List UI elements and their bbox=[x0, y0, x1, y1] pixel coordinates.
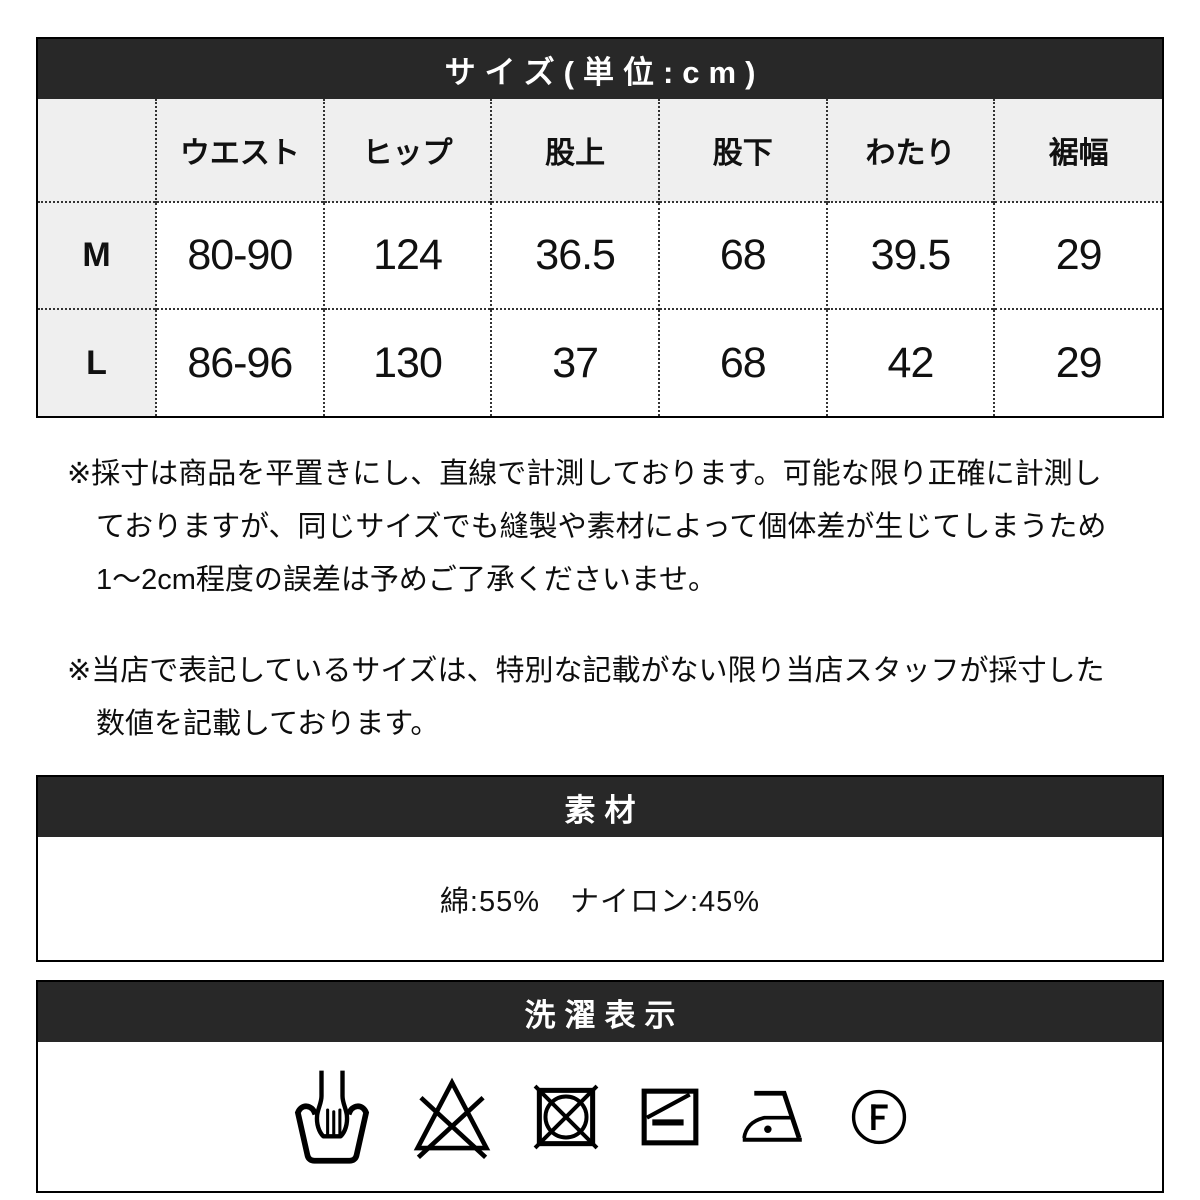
size-table-corner-cell bbox=[38, 99, 156, 202]
cell-l-hem: 29 bbox=[993, 308, 1162, 416]
note-staff-measured: ※当店で表記しているサイズは、特別な記載がない限り当店スタッフが採寸した 数値を… bbox=[67, 645, 1164, 751]
size-table: ウエスト ヒップ 股上 股下 わたり 裾幅 M 80-90 124 36.5 6… bbox=[38, 99, 1162, 416]
material-section-title: 素材 bbox=[38, 777, 1162, 837]
size-section: サイズ(単位:cm) ウエスト ヒップ 股上 股下 わたり 裾幅 M 80-90 bbox=[36, 37, 1164, 418]
measurement-notes: ※採寸は商品を平置きにし、直線で計測しております。可能な限り正確に計測し ており… bbox=[67, 448, 1164, 751]
laundry-section-title: 洗濯表示 bbox=[38, 982, 1162, 1042]
dry-clean-petroleum-icon bbox=[848, 1086, 910, 1148]
do-not-tumble-dry-icon bbox=[530, 1081, 602, 1153]
note-line: ておりますが、同じサイズでも縫製や素材によって個体差が生じてしまうため bbox=[96, 511, 1107, 543]
cell-m-hem: 29 bbox=[993, 201, 1162, 309]
note-line: 数値を記載しております。 bbox=[96, 708, 440, 740]
table-row-size-m: M 80-90 124 36.5 68 39.5 29 bbox=[38, 201, 1162, 309]
cell-l-inseam: 68 bbox=[657, 308, 827, 416]
cell-l-thigh: 42 bbox=[825, 308, 995, 416]
cell-m-waist: 80-90 bbox=[155, 201, 324, 309]
material-composition: 綿:55% ナイロン:45% bbox=[439, 885, 761, 918]
note-measurement-method: ※採寸は商品を平置きにし、直線で計測しております。可能な限り正確に計測し ており… bbox=[67, 448, 1164, 607]
size-section-title: サイズ(単位:cm) bbox=[38, 39, 1162, 99]
table-row-size-l: L 86-96 130 37 68 42 29 bbox=[38, 308, 1162, 416]
material-section: 素材 綿:55% ナイロン:45% bbox=[36, 775, 1164, 962]
hand-wash-icon bbox=[290, 1068, 374, 1166]
row-label-m: M bbox=[38, 201, 156, 309]
column-header-hem: 裾幅 bbox=[993, 99, 1162, 202]
column-header-thigh: わたり bbox=[825, 99, 995, 202]
cell-m-inseam: 68 bbox=[657, 201, 827, 309]
note-line: ※当店で表記しているサイズは、特別な記載がない限り当店スタッフが採寸した bbox=[67, 655, 1105, 687]
do-not-bleach-icon bbox=[408, 1075, 496, 1159]
cell-m-rise: 36.5 bbox=[490, 201, 659, 309]
column-header-inseam: 股下 bbox=[657, 99, 827, 202]
cell-l-rise: 37 bbox=[490, 308, 659, 416]
laundry-icons-row bbox=[38, 1042, 1162, 1191]
laundry-section: 洗濯表示 bbox=[36, 980, 1164, 1193]
note-line: 1〜2cm程度の誤差は予めご了承くださいませ。 bbox=[96, 564, 718, 596]
dry-flat-in-shade-icon bbox=[636, 1083, 704, 1151]
size-table-header-row: ウエスト ヒップ 股上 股下 わたり 裾幅 bbox=[38, 99, 1162, 202]
cell-m-thigh: 39.5 bbox=[825, 201, 995, 309]
column-header-rise: 股上 bbox=[490, 99, 659, 202]
cell-l-waist: 86-96 bbox=[155, 308, 324, 416]
column-header-hip: ヒップ bbox=[322, 99, 492, 202]
cell-m-hip: 124 bbox=[322, 201, 492, 309]
cell-l-hip: 130 bbox=[322, 308, 492, 416]
row-label-l: L bbox=[38, 308, 156, 416]
iron-low-heat-icon bbox=[738, 1087, 814, 1147]
column-header-waist: ウエスト bbox=[155, 99, 324, 202]
note-line: ※採寸は商品を平置きにし、直線で計測しております。可能な限り正確に計測し bbox=[67, 458, 1102, 490]
